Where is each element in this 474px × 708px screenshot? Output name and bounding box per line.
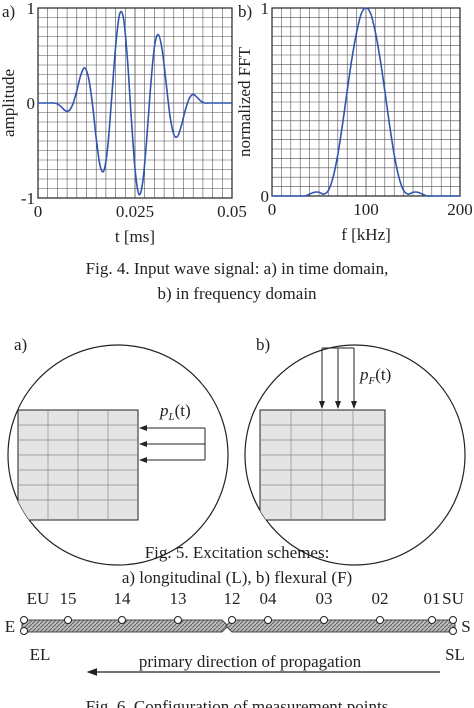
point-label: 02 bbox=[372, 589, 389, 608]
caption-line: Fig. 5. Excitation schemes: bbox=[145, 543, 330, 562]
y-tick-label: 0 bbox=[27, 94, 36, 113]
panel-label: b) bbox=[238, 2, 252, 21]
load-label: pL(t) bbox=[159, 401, 191, 423]
point-label: 12 bbox=[224, 589, 241, 608]
x-axis-label: t [ms] bbox=[115, 227, 155, 246]
x-tick-label: 0.025 bbox=[116, 202, 154, 221]
y-tick-label: 1 bbox=[261, 0, 270, 18]
caption-line: b) in frequency domain bbox=[157, 284, 317, 303]
point bbox=[449, 616, 457, 624]
panel-label: a) bbox=[14, 335, 27, 354]
point-label: EU bbox=[27, 589, 50, 608]
point bbox=[118, 616, 126, 624]
figure-5: a) b) pL(t) pF(t) Fig. 5. Excitation sch… bbox=[7, 335, 466, 587]
panel-label: a) bbox=[2, 2, 15, 21]
point-label: 04 bbox=[260, 589, 278, 608]
direction-label: primary direction of propagation bbox=[139, 652, 362, 671]
point bbox=[428, 616, 436, 624]
point bbox=[174, 616, 182, 624]
x-tick-label: 200 bbox=[447, 200, 473, 219]
caption: Fig. 6. Configuration of measurement poi… bbox=[86, 697, 389, 708]
point-label: 13 bbox=[170, 589, 187, 608]
x-tick-label: 0 bbox=[268, 200, 277, 219]
point bbox=[20, 627, 28, 635]
point bbox=[264, 616, 272, 624]
end-label: E bbox=[5, 617, 15, 636]
point-label: 15 bbox=[60, 589, 77, 608]
point bbox=[228, 616, 236, 624]
y-tick-label: 0 bbox=[261, 187, 270, 206]
caption-line: Fig. 4. Input wave signal: a) in time do… bbox=[86, 259, 389, 278]
x-tick-label: 0.05 bbox=[217, 202, 247, 221]
point-label: EL bbox=[30, 645, 51, 664]
y-tick-label: 1 bbox=[27, 0, 36, 18]
point bbox=[376, 616, 384, 624]
point bbox=[320, 616, 328, 624]
point bbox=[64, 616, 72, 624]
point-label: SL bbox=[445, 645, 465, 664]
x-tick-label: 100 bbox=[353, 200, 379, 219]
point bbox=[449, 627, 457, 635]
x-axis-label: f [kHz] bbox=[341, 225, 391, 244]
panel-label: b) bbox=[256, 335, 270, 354]
data-line bbox=[272, 7, 460, 197]
point-label: SU bbox=[442, 589, 464, 608]
load-label: pF(t) bbox=[359, 365, 391, 387]
mesh bbox=[17, 409, 139, 521]
data-line bbox=[38, 10, 232, 196]
circle bbox=[7, 344, 229, 566]
load-arrows bbox=[139, 347, 357, 463]
circle bbox=[244, 344, 466, 566]
point-label: 01 bbox=[424, 589, 441, 608]
rod bbox=[225, 619, 456, 633]
x-tick-label: 0 bbox=[34, 202, 43, 221]
point-label: 03 bbox=[316, 589, 333, 608]
caption-line: a) longitudinal (L), b) flexural (F) bbox=[122, 568, 352, 587]
point bbox=[20, 616, 28, 624]
y-axis-label: amplitude bbox=[0, 69, 18, 137]
y-axis-label: normalized FFT bbox=[235, 46, 254, 157]
figure-6: E S EL SL primary direction of propagati… bbox=[5, 589, 471, 708]
end-label: S bbox=[461, 617, 470, 636]
y-tick-label: -1 bbox=[21, 189, 35, 208]
mesh bbox=[259, 409, 386, 521]
point-label: 14 bbox=[114, 589, 132, 608]
